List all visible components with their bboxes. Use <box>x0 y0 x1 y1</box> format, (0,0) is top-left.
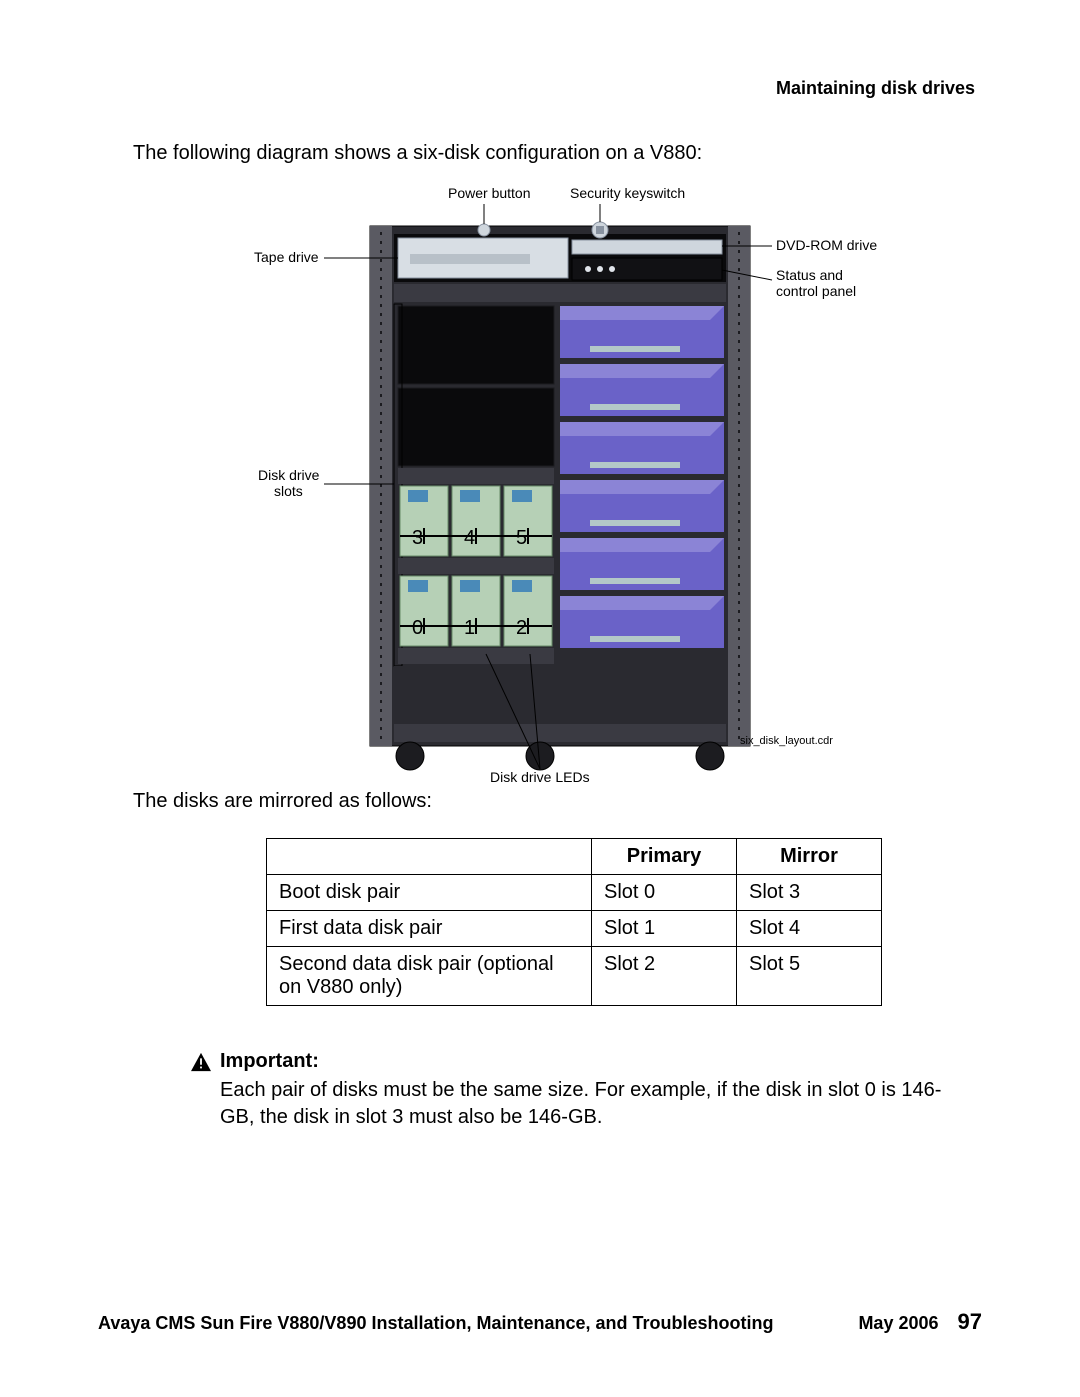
important-body: Each pair of disks must be the same size… <box>220 1077 950 1131</box>
label-status-panel-1: Status and <box>776 267 843 283</box>
table-header-primary: Primary <box>592 839 737 875</box>
important-note: Important: Each pair of disks must be th… <box>190 1050 950 1131</box>
table-cell: Boot disk pair <box>267 875 592 911</box>
table-header-blank <box>267 839 592 875</box>
page-header-section: Maintaining disk drives <box>776 78 975 99</box>
important-heading: Important: <box>220 1050 319 1073</box>
label-tape-drive: Tape drive <box>254 249 319 265</box>
table-cell: Second data disk pair (optional on V880 … <box>267 947 592 1006</box>
label-security-keyswitch: Security keyswitch <box>570 185 685 201</box>
table-cell: Slot 5 <box>737 947 882 1006</box>
slot-label: 2 <box>516 617 527 639</box>
intro-text: The following diagram shows a six-disk c… <box>133 142 702 165</box>
table-row: Boot disk pair Slot 0 Slot 3 <box>267 875 882 911</box>
table-cell: Slot 4 <box>737 911 882 947</box>
warning-icon <box>190 1052 212 1072</box>
page-footer: Avaya CMS Sun Fire V880/V890 Installatio… <box>98 1309 982 1335</box>
table-cell: Slot 3 <box>737 875 882 911</box>
label-dvd-rom: DVD-ROM drive <box>776 237 877 253</box>
v880-diagram: 3 4 5 0 1 2 <box>240 184 880 784</box>
slot-label: 1 <box>464 617 475 639</box>
slot-label: 4 <box>464 527 475 549</box>
table-header-mirror: Mirror <box>737 839 882 875</box>
mirror-intro: The disks are mirrored as follows: <box>133 790 432 813</box>
label-disk-leds: Disk drive LEDs <box>490 769 590 784</box>
slot-label: 0 <box>412 617 423 639</box>
label-disk-slots-2: slots <box>274 483 303 499</box>
slot-label: 5 <box>516 527 527 549</box>
slot-label: 3 <box>412 527 423 549</box>
footer-doc-title: Avaya CMS Sun Fire V880/V890 Installatio… <box>98 1313 774 1334</box>
table-cell: First data disk pair <box>267 911 592 947</box>
mirror-table: Primary Mirror Boot disk pair Slot 0 Slo… <box>266 838 882 1006</box>
table-cell: Slot 1 <box>592 911 737 947</box>
table-row: First data disk pair Slot 1 Slot 4 <box>267 911 882 947</box>
label-disk-slots-1: Disk drive <box>258 467 320 483</box>
label-power-button: Power button <box>448 185 531 201</box>
table-cell: Slot 0 <box>592 875 737 911</box>
footer-page-number: 97 <box>958 1309 982 1334</box>
label-filename: six_disk_layout.cdr <box>740 735 833 747</box>
table-row: Second data disk pair (optional on V880 … <box>267 947 882 1006</box>
label-status-panel-2: control panel <box>776 283 856 299</box>
table-cell: Slot 2 <box>592 947 737 1006</box>
footer-date: May 2006 <box>858 1313 938 1333</box>
page: Maintaining disk drives The following di… <box>0 0 1080 1397</box>
